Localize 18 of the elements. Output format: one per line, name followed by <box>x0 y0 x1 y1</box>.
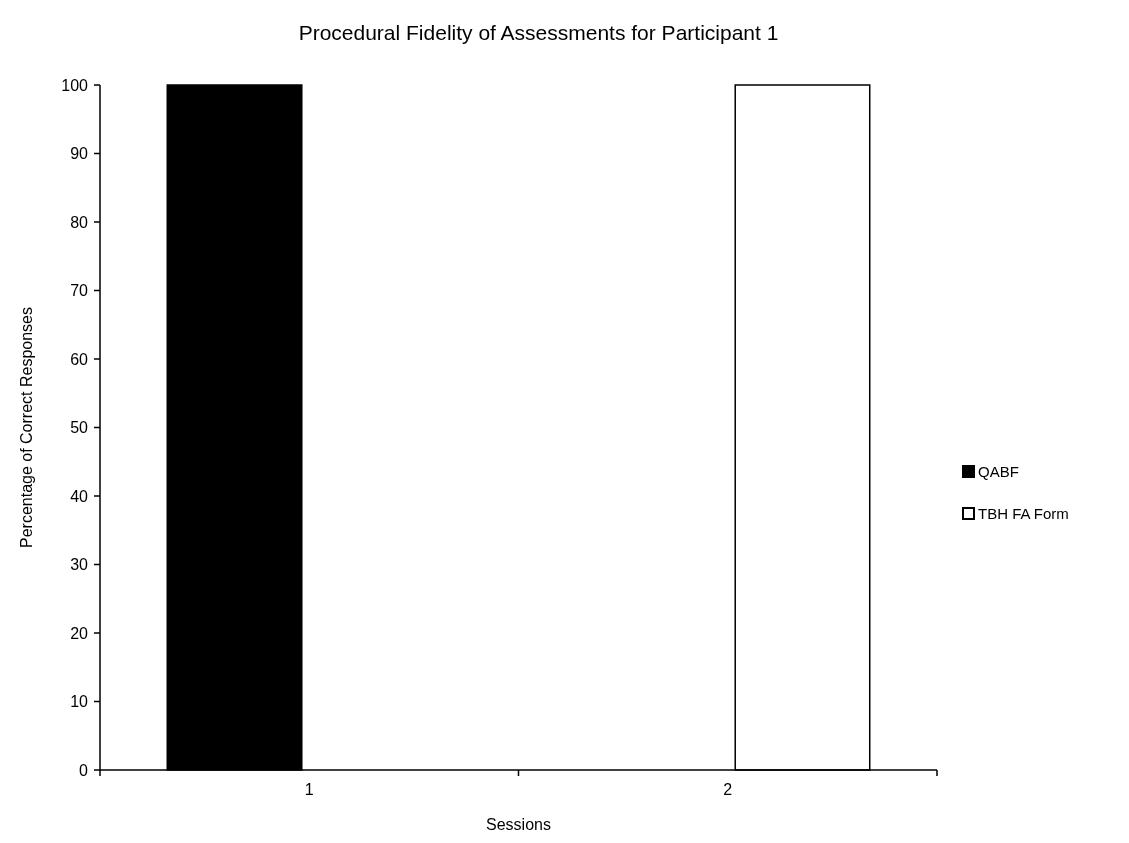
y-tick-label: 100 <box>61 76 89 94</box>
y-tick-label: 20 <box>70 624 89 642</box>
x-tick-label: 1 <box>304 781 314 798</box>
y-tick-label: 70 <box>70 282 89 300</box>
chart-title: Procedural Fidelity of Assessments for Participant 1 <box>298 21 779 44</box>
y-tick-label: 80 <box>70 213 89 231</box>
y-tick-label: 0 <box>79 761 89 779</box>
legend-label: TBH FA Form <box>978 505 1069 523</box>
y-tick-label: 10 <box>70 693 89 711</box>
y-tick-label: 60 <box>70 350 89 368</box>
y-axis-title: Percentage of Correct Responses <box>18 306 35 549</box>
y-tick-label: 40 <box>70 487 89 505</box>
y-tick-label: 30 <box>70 556 89 574</box>
y-tick-label: 90 <box>70 145 89 163</box>
y-tick-label: 50 <box>70 419 89 437</box>
x-tick-label: 2 <box>723 781 733 798</box>
legend-label: QABF <box>978 463 1019 481</box>
x-axis-title: Sessions <box>486 816 551 833</box>
